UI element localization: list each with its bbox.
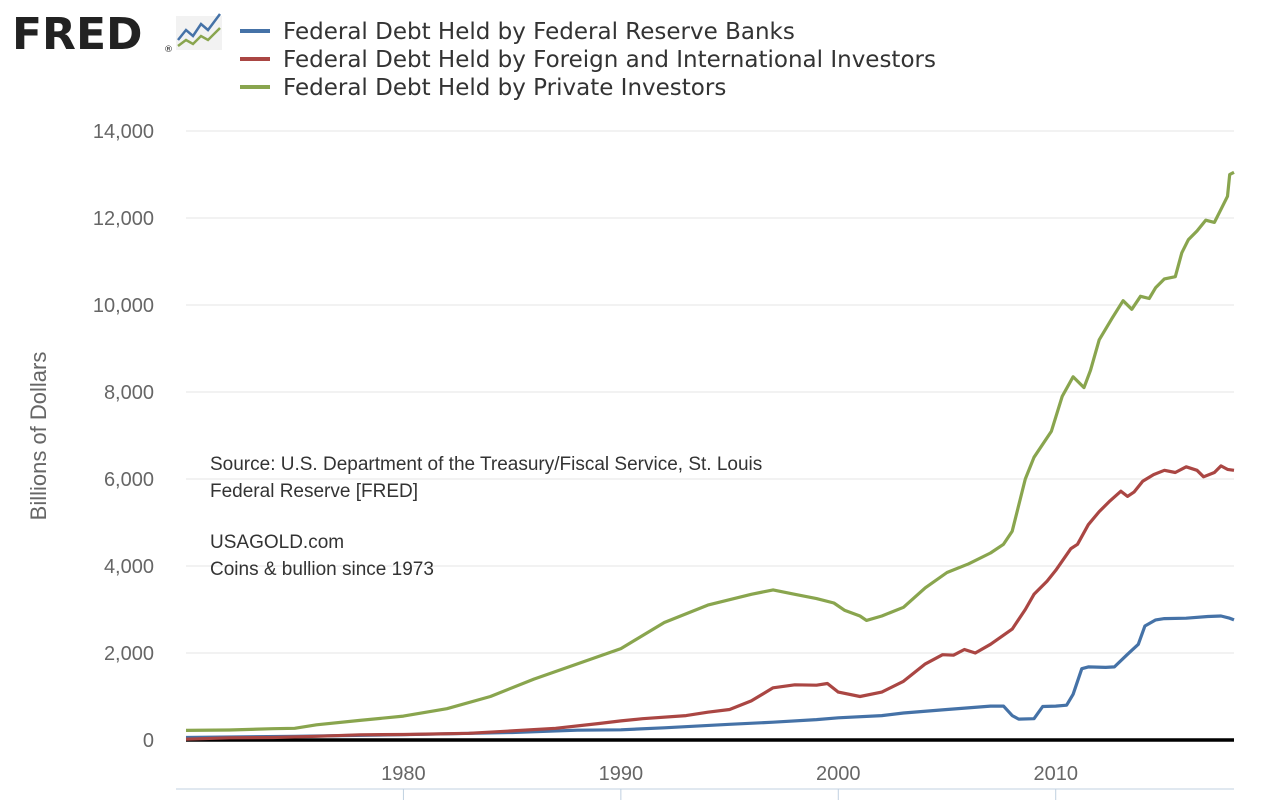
- y-tick-label: 0: [143, 730, 154, 752]
- source-annotation: Source: U.S. Department of the Treasury/…: [210, 454, 762, 580]
- legend-label: Federal Debt Held by Federal Reserve Ban…: [283, 19, 795, 45]
- registered-mark: ®: [164, 45, 173, 55]
- x-tick-label: 2000: [816, 763, 861, 785]
- y-axis-title: Billions of Dollars: [26, 352, 51, 521]
- y-tick-label: 4,000: [104, 556, 154, 578]
- y-tick-label: 8,000: [104, 382, 154, 404]
- y-tick-label: 2,000: [104, 643, 154, 665]
- gridlines: [176, 130, 1234, 790]
- y-tick-label: 12,000: [93, 208, 154, 230]
- y-tick-label: 10,000: [93, 295, 154, 317]
- fred-logo[interactable]: FRED ®: [12, 9, 222, 60]
- legend-label: Federal Debt Held by Private Investors: [283, 75, 726, 101]
- x-tick-label: 2010: [1033, 763, 1078, 785]
- y-axis-ticks: 0 2,000 4,000 6,000 8,000 10,000 12,000 14,000: [93, 121, 154, 752]
- source-line-2: Federal Reserve [FRED]: [210, 481, 418, 502]
- x-tick-label: 1980: [381, 763, 426, 785]
- series-line-1[interactable]: [185, 464, 1235, 741]
- x-tick-label: 1990: [599, 763, 644, 785]
- fred-logo-text: FRED: [12, 9, 143, 60]
- legend-item-foreign[interactable]: Federal Debt Held by Foreign and Interna…: [240, 47, 936, 73]
- y-tick-label: 6,000: [104, 469, 154, 491]
- series-line-0[interactable]: [185, 614, 1235, 740]
- series-line-2[interactable]: [185, 170, 1235, 732]
- legend-item-private[interactable]: Federal Debt Held by Private Investors: [240, 75, 726, 101]
- legend-label: Federal Debt Held by Foreign and Interna…: [283, 47, 936, 73]
- source-line-1: Source: U.S. Department of the Treasury/…: [210, 454, 762, 475]
- brand-line-2: Coins & bullion since 1973: [210, 559, 434, 580]
- legend-item-fed-reserve[interactable]: Federal Debt Held by Federal Reserve Ban…: [240, 19, 795, 45]
- logo-sparkline-icon: [176, 13, 222, 50]
- legend: Federal Debt Held by Federal Reserve Ban…: [240, 19, 936, 101]
- brand-line-1: USAGOLD.com: [210, 532, 344, 553]
- x-axis-ticks: 1980 1990 2000 2010: [381, 763, 1078, 800]
- y-tick-label: 14,000: [93, 121, 154, 143]
- series-lines: [185, 170, 1235, 741]
